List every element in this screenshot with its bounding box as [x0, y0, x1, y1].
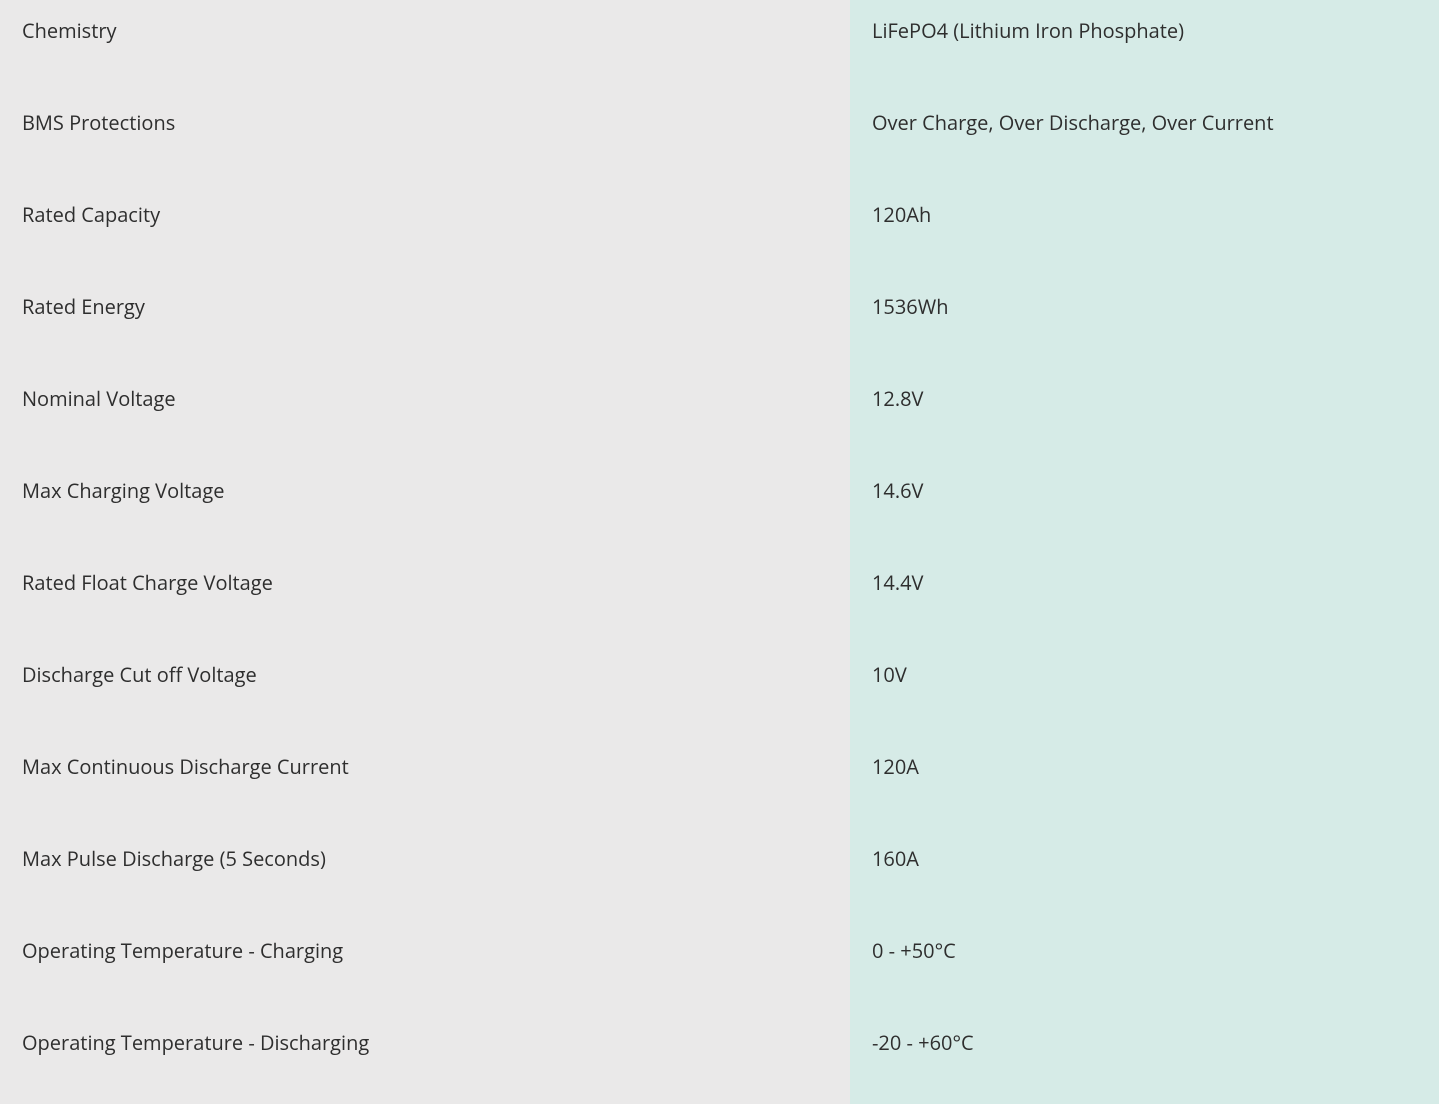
table-row: Nominal Voltage 12.8V [0, 368, 1439, 460]
spec-table: Chemistry LiFePO4 (Lithium Iron Phosphat… [0, 0, 1439, 1104]
spec-value: 160A [850, 828, 1439, 920]
spec-value: 12.8V [850, 368, 1439, 460]
spec-value: 14.4V [850, 552, 1439, 644]
spec-label: Operating Temperature - Discharging [0, 1012, 850, 1104]
spec-label: Nominal Voltage [0, 368, 850, 460]
spec-value: 1536Wh [850, 276, 1439, 368]
table-row: Max Continuous Discharge Current 120A [0, 736, 1439, 828]
table-row: Rated Float Charge Voltage 14.4V [0, 552, 1439, 644]
table-row: Discharge Cut off Voltage 10V [0, 644, 1439, 736]
spec-value: 10V [850, 644, 1439, 736]
spec-value: 120Ah [850, 184, 1439, 276]
spec-label: Rated Capacity [0, 184, 850, 276]
spec-label: Discharge Cut off Voltage [0, 644, 850, 736]
table-row: Chemistry LiFePO4 (Lithium Iron Phosphat… [0, 0, 1439, 92]
spec-value: LiFePO4 (Lithium Iron Phosphate) [850, 0, 1439, 92]
spec-label: Max Charging Voltage [0, 460, 850, 552]
spec-label: Max Continuous Discharge Current [0, 736, 850, 828]
spec-label: Max Pulse Discharge (5 Seconds) [0, 828, 850, 920]
spec-value: 0 - +50°C [850, 920, 1439, 1012]
table-row: Operating Temperature - Charging 0 - +50… [0, 920, 1439, 1012]
table-row: BMS Protections Over Charge, Over Discha… [0, 92, 1439, 184]
spec-label: Rated Energy [0, 276, 850, 368]
spec-value: -20 - +60°C [850, 1012, 1439, 1104]
spec-value: 14.6V [850, 460, 1439, 552]
table-row: Rated Energy 1536Wh [0, 276, 1439, 368]
spec-label: Chemistry [0, 0, 850, 92]
table-row: Operating Temperature - Discharging -20 … [0, 1012, 1439, 1104]
spec-label: BMS Protections [0, 92, 850, 184]
spec-label: Operating Temperature - Charging [0, 920, 850, 1012]
table-row: Max Charging Voltage 14.6V [0, 460, 1439, 552]
spec-value: Over Charge, Over Discharge, Over Curren… [850, 92, 1439, 184]
spec-value: 120A [850, 736, 1439, 828]
table-row: Max Pulse Discharge (5 Seconds) 160A [0, 828, 1439, 920]
table-row: Rated Capacity 120Ah [0, 184, 1439, 276]
spec-label: Rated Float Charge Voltage [0, 552, 850, 644]
